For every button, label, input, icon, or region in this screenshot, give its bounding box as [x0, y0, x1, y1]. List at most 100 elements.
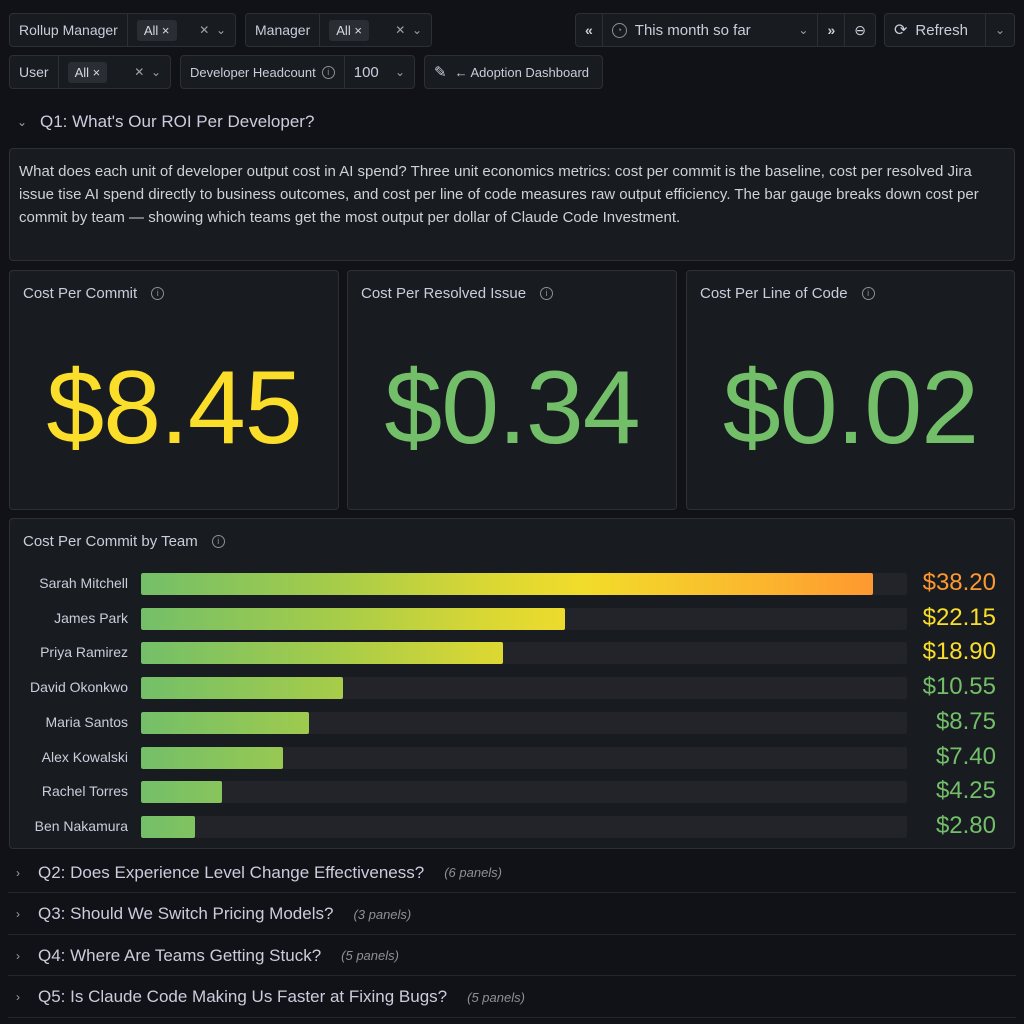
panel-title: Cost Per Line of Code	[700, 285, 848, 302]
bar-gauge-panel: Cost Per Commit by Team i Sarah Mitchell …	[9, 518, 1015, 849]
panel-count: (5 panels)	[341, 948, 399, 963]
bar-track	[141, 573, 907, 595]
remove-icon[interactable]: ×	[354, 22, 362, 38]
time-range-label: This month so far	[634, 21, 751, 39]
filter-label: Developer Headcount	[190, 64, 316, 80]
bar-label: Sarah Mitchell	[39, 575, 128, 591]
chevron-right-icon: ›	[16, 865, 20, 880]
bar-row: Sarah Mitchell $38.20	[10, 569, 1014, 596]
info-icon[interactable]: i	[151, 287, 165, 300]
chevron-down-icon[interactable]: ⌄	[150, 65, 161, 79]
chevron-down-icon[interactable]: ⌄	[411, 23, 422, 37]
developer-headcount-filter[interactable]: Developer Headcount i 100 ⌄	[180, 55, 415, 89]
bar-value: $7.40	[935, 742, 996, 770]
row-header-q3[interactable]: › Q3: Should We Switch Pricing Models? (3 …	[8, 895, 1016, 935]
bar-label: David Okonkwo	[29, 679, 128, 696]
bar-value: $4.25	[935, 777, 996, 805]
description-panel: What does each unit of developer output …	[9, 148, 1015, 261]
user-filter[interactable]: User All × ✕ ⌄	[9, 55, 171, 89]
bar-row: David Okonkwo $10.55	[10, 673, 1014, 701]
filter-label: User	[10, 56, 59, 88]
row-header-q4[interactable]: › Q4: Where Are Teams Getting Stuck? (5 pa…	[8, 936, 1016, 976]
chip-value: All	[74, 64, 90, 80]
info-icon[interactable]: i	[540, 287, 554, 300]
row-title: Q5: Is Claude Code Making Us Faster at F…	[38, 987, 448, 1006]
refresh-label: Refresh	[915, 21, 968, 39]
bar-fill	[141, 746, 283, 769]
row-title: Q2: Does Experience Level Change Effecti…	[38, 862, 425, 882]
refresh-button[interactable]: ⟳ Refresh	[885, 14, 986, 46]
row-header-q1[interactable]: ⌄ Q1: What's Our ROI Per Developer?	[12, 112, 314, 132]
chip-value: All	[143, 22, 159, 38]
shift-back-button[interactable]: «	[576, 14, 603, 46]
clear-icon[interactable]: ✕	[199, 23, 210, 37]
bar-value: $22.15	[922, 603, 996, 631]
row-header-q5[interactable]: › Q5: Is Claude Code Making Us Faster at …	[8, 978, 1016, 1018]
bar-fill	[141, 677, 344, 700]
rollup-manager-filter[interactable]: Rollup Manager All × ✕ ⌄	[9, 13, 236, 47]
panel-count: (3 panels)	[353, 906, 412, 922]
chevron-right-icon: ›	[16, 990, 20, 1004]
bar-track	[141, 607, 907, 630]
bar-row: Rachel Torres $4.25	[10, 777, 1014, 805]
stat-panel-cost-per-resolved-issue: Cost Per Resolved Issue i $0.34	[347, 270, 677, 510]
remove-icon[interactable]: ×	[92, 64, 101, 80]
bar-label: Rachel Torres	[41, 783, 128, 800]
bar-track	[141, 746, 907, 769]
refresh-interval-dropdown[interactable]: ⌄	[994, 23, 1005, 37]
time-range-picker[interactable]: ◔ This month so far ⌄	[603, 14, 819, 46]
bar-row: Maria Santos $8.75	[10, 707, 1014, 735]
stat-value: $8.45	[46, 350, 302, 466]
refresh-icon: ⟳	[894, 22, 908, 39]
bar-track	[141, 711, 907, 734]
selected-chip[interactable]: All ×	[329, 19, 369, 41]
remove-icon[interactable]: ×	[161, 22, 170, 38]
chevron-down-icon[interactable]: ⌄	[394, 65, 405, 79]
bar-track	[141, 677, 907, 700]
shift-forward-button[interactable]: »	[818, 14, 846, 46]
adoption-dashboard-link[interactable]: ✎ ← Adoption Dashboard	[424, 55, 603, 89]
bar-label: James Park	[54, 609, 128, 626]
filter-label: Rollup Manager	[10, 14, 128, 46]
bar-fill	[141, 711, 309, 734]
bar-fill	[141, 815, 195, 838]
selected-chip[interactable]: All ×	[67, 61, 108, 83]
panel-count: (6 panels)	[444, 865, 503, 880]
row-title: Q1: What's Our ROI Per Developer?	[40, 112, 315, 131]
bar-label: Ben Nakamura	[34, 817, 128, 834]
chevron-right-icon: ›	[16, 948, 20, 963]
info-icon[interactable]: i	[861, 287, 875, 300]
stat-value: $0.02	[722, 350, 979, 466]
row-header-q2[interactable]: › Q2: Does Experience Level Change Effect…	[8, 853, 1016, 893]
info-icon[interactable]: i	[211, 535, 225, 548]
headcount-value[interactable]: 100	[353, 63, 379, 81]
bar-value: $38.20	[922, 569, 996, 596]
zoom-out-button[interactable]: ⊖	[845, 14, 875, 46]
bar-row: Priya Ramirez $18.90	[10, 638, 1014, 665]
external-link-icon: ✎	[434, 64, 447, 81]
time-picker-group: « ◔ This month so far ⌄ » ⊖	[575, 13, 876, 47]
clear-icon[interactable]: ✕	[395, 23, 406, 37]
manager-filter[interactable]: Manager All × ✕ ⌄	[245, 13, 432, 47]
panel-title: Cost Per Commit by Team	[23, 533, 198, 550]
chevron-down-icon[interactable]: ⌄	[215, 23, 226, 37]
bar-value: $10.55	[922, 673, 996, 701]
clear-icon[interactable]: ✕	[134, 65, 145, 79]
bar-row: James Park $22.15	[10, 603, 1014, 631]
bar-value: $8.75	[935, 707, 996, 735]
panel-title: Cost Per Resolved Issue	[361, 285, 527, 302]
bar-label: Maria Santos	[45, 713, 128, 730]
bar-value: $2.80	[935, 811, 996, 839]
info-icon[interactable]: i	[321, 65, 335, 79]
bar-fill	[141, 781, 223, 804]
bar-label: Priya Ramirez	[40, 644, 128, 661]
selected-chip[interactable]: All ×	[136, 19, 177, 41]
panel-count: (5 panels)	[467, 989, 525, 1005]
bar-row: Ben Nakamura $2.80	[10, 811, 1014, 839]
link-label: ← Adoption Dashboard	[454, 64, 590, 80]
chevron-right-icon: ›	[16, 907, 20, 921]
chevron-down-icon: ⌄	[798, 23, 809, 37]
description-text: What does each unit of developer output …	[19, 163, 979, 226]
bar-fill	[141, 573, 873, 595]
zoom-out-icon: ⊖	[854, 21, 866, 38]
